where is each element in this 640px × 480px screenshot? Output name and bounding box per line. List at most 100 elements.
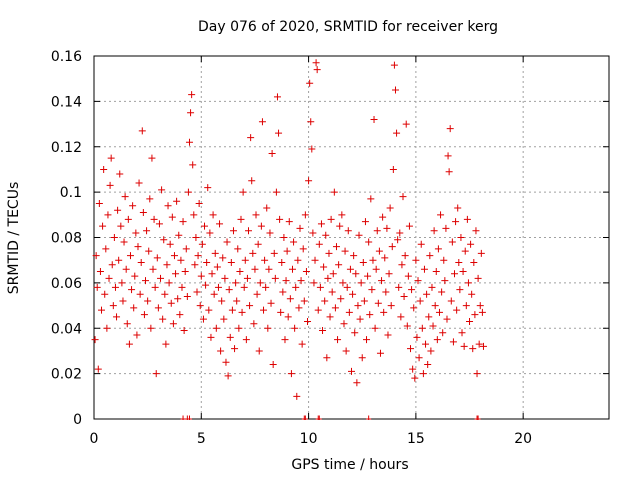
data-point — [337, 295, 345, 303]
data-point — [147, 324, 155, 332]
data-point — [212, 324, 220, 332]
data-point — [131, 272, 139, 280]
data-point — [195, 199, 203, 207]
data-point — [295, 304, 303, 312]
data-point — [275, 129, 283, 137]
data-point — [108, 261, 116, 269]
data-point — [346, 265, 354, 273]
data-point — [285, 218, 293, 226]
y-tick-label: 0.08 — [51, 231, 82, 247]
data-point — [257, 222, 265, 230]
data-point — [288, 265, 296, 273]
data-point — [197, 272, 205, 280]
data-point — [385, 270, 393, 278]
data-point — [293, 392, 301, 400]
data-point — [296, 224, 304, 232]
data-point — [220, 315, 228, 323]
data-point — [438, 288, 446, 296]
data-point — [253, 290, 261, 298]
zero-value-point — [366, 415, 372, 420]
data-point — [467, 240, 475, 248]
data-point — [150, 215, 158, 223]
y-tick-label: 0.06 — [51, 276, 82, 292]
data-point — [98, 306, 106, 314]
data-point — [205, 306, 213, 314]
data-point — [454, 204, 462, 212]
data-point — [161, 290, 169, 298]
data-point — [219, 254, 227, 262]
data-point — [464, 279, 472, 287]
data-point — [216, 220, 224, 228]
data-point — [302, 268, 310, 276]
data-point — [113, 313, 121, 321]
data-point — [419, 370, 427, 378]
data-point — [334, 336, 342, 344]
data-point — [280, 234, 288, 241]
data-point — [441, 277, 449, 285]
data-point — [122, 265, 130, 273]
data-point — [307, 118, 315, 126]
data-point — [462, 302, 470, 310]
data-point — [117, 222, 125, 230]
data-point — [328, 288, 336, 296]
data-point — [224, 372, 232, 380]
data-point — [123, 320, 131, 328]
data-point — [166, 240, 174, 248]
data-point — [202, 281, 210, 289]
y-tick-label: 0.04 — [51, 321, 82, 337]
data-point — [110, 234, 118, 241]
data-point — [218, 297, 226, 305]
data-point — [120, 238, 128, 246]
data-point — [92, 252, 100, 260]
data-point — [372, 265, 380, 273]
data-point — [360, 297, 368, 305]
data-point — [266, 229, 274, 237]
data-point — [382, 288, 390, 296]
data-point — [185, 138, 193, 146]
data-point — [306, 79, 314, 87]
data-point — [290, 238, 298, 246]
data-point — [267, 299, 275, 307]
data-point — [181, 268, 189, 276]
data-point — [229, 227, 237, 235]
data-point — [330, 188, 338, 196]
data-point — [187, 109, 195, 117]
data-point — [361, 218, 369, 226]
data-point — [435, 308, 443, 316]
data-point — [396, 229, 404, 237]
data-point — [143, 227, 151, 235]
data-point — [115, 256, 123, 264]
data-point — [129, 202, 137, 210]
data-point — [239, 188, 247, 196]
data-point — [305, 177, 313, 185]
data-point — [340, 320, 348, 328]
data-point — [179, 218, 187, 226]
data-point — [297, 277, 305, 285]
data-point — [283, 247, 291, 255]
data-point — [153, 254, 161, 262]
data-point — [426, 252, 434, 260]
data-point — [199, 315, 207, 323]
zero-value-point — [475, 415, 481, 420]
data-point — [284, 313, 292, 321]
data-point — [135, 179, 143, 187]
data-point — [412, 256, 420, 264]
data-point — [398, 261, 406, 269]
data-point — [388, 243, 396, 251]
data-point — [331, 304, 339, 312]
data-point — [437, 211, 445, 219]
data-point — [448, 238, 456, 246]
data-point — [273, 93, 281, 101]
data-point — [99, 222, 107, 230]
data-point — [314, 306, 322, 314]
data-point — [139, 209, 147, 217]
data-point — [399, 193, 407, 201]
data-point — [250, 320, 258, 328]
data-point — [189, 161, 197, 169]
data-point — [369, 256, 377, 264]
data-point — [395, 283, 403, 291]
data-point — [277, 308, 285, 316]
data-point — [102, 245, 110, 253]
data-point — [182, 245, 190, 253]
data-point — [311, 256, 319, 264]
